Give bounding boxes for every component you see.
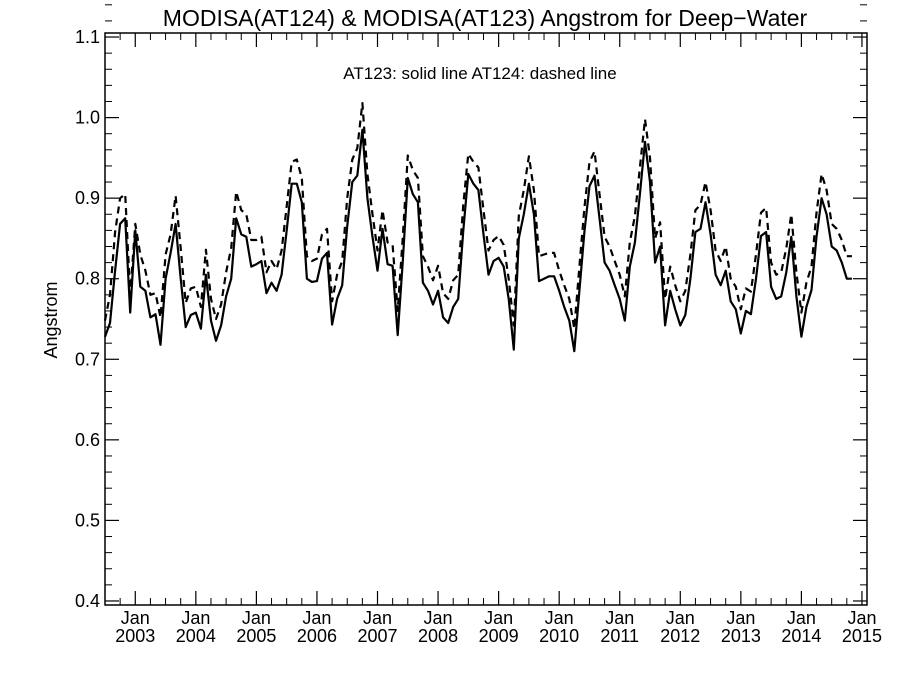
x-tick-year-label: 2011 xyxy=(600,626,639,646)
x-tick-year-label: 2012 xyxy=(660,626,700,646)
y-tick-label: 1.0 xyxy=(75,108,100,128)
plot-frame xyxy=(104,32,868,606)
series-lines xyxy=(103,101,852,353)
x-tick-month-label: Jan xyxy=(726,608,755,628)
x-tick-month-label: Jan xyxy=(484,608,513,628)
x-tick-year-label: 2003 xyxy=(115,626,155,646)
y-tick-label: 1.1 xyxy=(75,27,100,47)
x-tick-month-label: Jan xyxy=(181,608,210,628)
x-tick-year-label: 2005 xyxy=(236,626,276,646)
y-tick-label: 0.9 xyxy=(75,188,100,208)
x-tick-month-label: Jan xyxy=(363,608,392,628)
series-line-at124 xyxy=(103,101,852,330)
x-tick-year-label: 2008 xyxy=(418,626,458,646)
y-tick-label: 0.6 xyxy=(75,430,100,450)
x-tick-month-label: Jan xyxy=(545,608,574,628)
x-tick-month-label: Jan xyxy=(424,608,453,628)
x-tick-year-label: 2014 xyxy=(781,626,821,646)
chart-title: MODISA(AT124) & MODISA(AT123) Angstrom f… xyxy=(163,5,808,31)
series-line-at123 xyxy=(103,128,852,353)
x-tick-month-label: Jan xyxy=(847,608,876,628)
y-tick-label: 0.4 xyxy=(75,591,100,611)
x-tick-month-label: Jan xyxy=(242,608,271,628)
x-tick-month-label: Jan xyxy=(666,608,695,628)
x-tick-year-label: 2013 xyxy=(721,626,761,646)
x-tick-year-label: 2009 xyxy=(479,626,519,646)
x-tick-year-label: 2015 xyxy=(842,626,882,646)
x-tick-month-label: Jan xyxy=(121,608,150,628)
line-style-note: AT123: solid line AT124: dashed line xyxy=(343,64,616,83)
x-tick-year-label: 2007 xyxy=(357,626,397,646)
y-tick-label: 0.7 xyxy=(75,349,100,369)
axis-ticks: 0.40.50.60.70.80.91.01.1Jan2003Jan2004Ja… xyxy=(75,4,882,646)
y-tick-label: 0.8 xyxy=(75,269,100,289)
x-tick-month-label: Jan xyxy=(605,608,634,628)
y-axis-label: Angstrom xyxy=(41,281,61,358)
x-tick-year-label: 2006 xyxy=(297,626,337,646)
x-tick-month-label: Jan xyxy=(302,608,331,628)
x-tick-month-label: Jan xyxy=(787,608,816,628)
x-tick-year-label: 2004 xyxy=(176,626,216,646)
y-tick-label: 0.5 xyxy=(75,510,100,530)
x-tick-year-label: 2010 xyxy=(539,626,579,646)
